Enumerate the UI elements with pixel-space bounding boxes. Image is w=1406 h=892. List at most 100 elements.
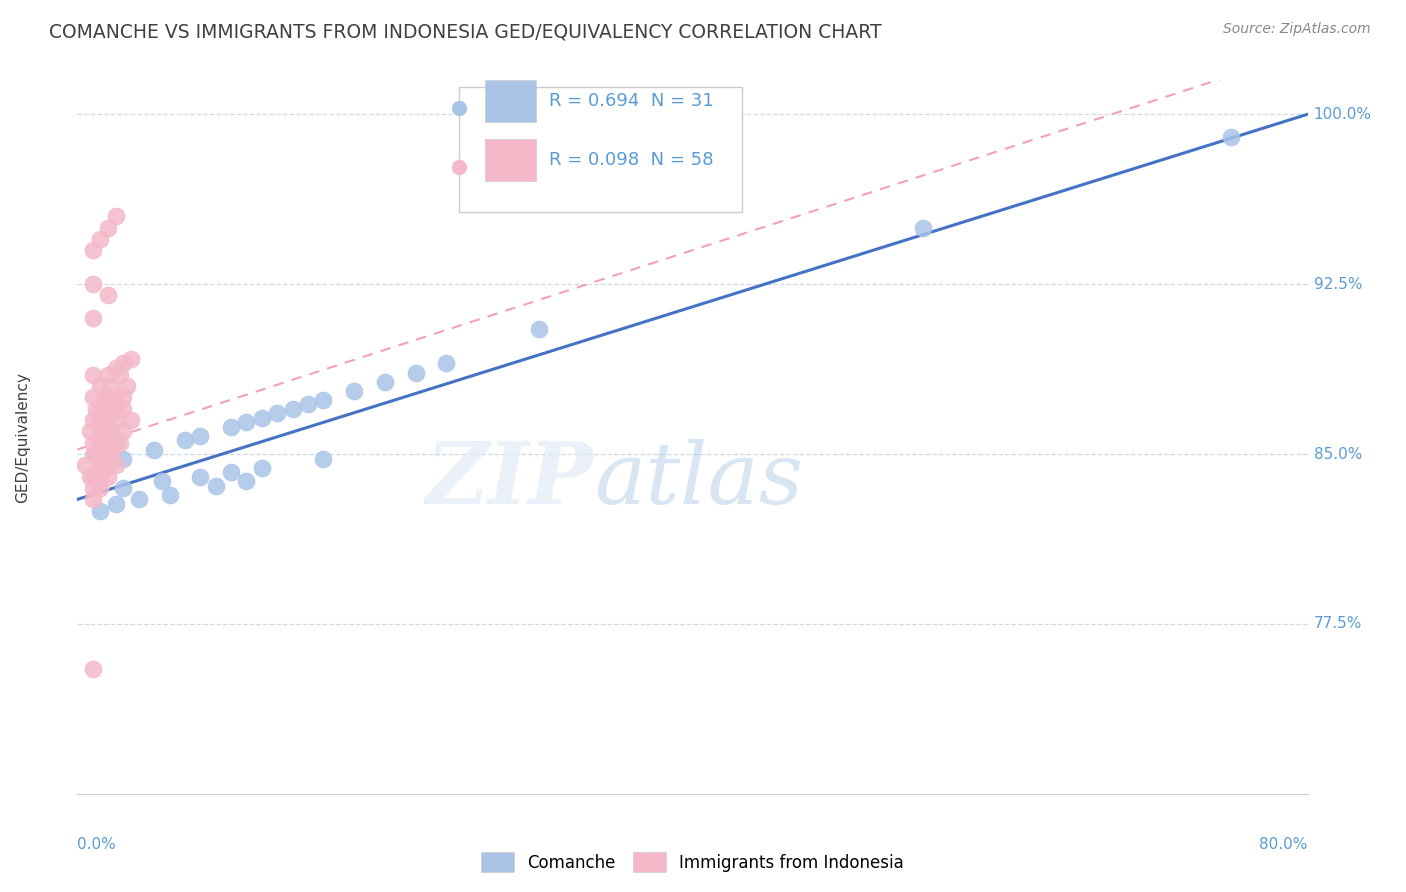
Point bbox=[297, 397, 319, 411]
Point bbox=[219, 465, 242, 479]
Point bbox=[100, 425, 122, 439]
Point bbox=[128, 492, 150, 507]
Point bbox=[97, 220, 120, 235]
Point bbox=[312, 392, 335, 407]
Point bbox=[112, 451, 135, 466]
Point bbox=[527, 322, 550, 336]
Text: 92.5%: 92.5% bbox=[1313, 277, 1362, 292]
Point bbox=[84, 447, 107, 461]
FancyBboxPatch shape bbox=[458, 87, 742, 212]
Point bbox=[250, 460, 273, 475]
Point bbox=[89, 435, 111, 450]
Text: 80.0%: 80.0% bbox=[1260, 837, 1308, 852]
Point bbox=[235, 415, 257, 429]
Point bbox=[312, 451, 335, 466]
Point bbox=[82, 492, 104, 507]
Point bbox=[112, 481, 135, 495]
Point bbox=[112, 401, 135, 416]
FancyBboxPatch shape bbox=[485, 139, 536, 181]
Point bbox=[104, 458, 127, 473]
Point bbox=[82, 469, 104, 483]
Point bbox=[82, 481, 104, 495]
Point bbox=[112, 356, 135, 370]
Text: ZIP: ZIP bbox=[426, 438, 595, 522]
Point bbox=[159, 488, 181, 502]
Point bbox=[82, 413, 104, 427]
Point bbox=[204, 479, 226, 493]
Legend: Comanche, Immigrants from Indonesia: Comanche, Immigrants from Indonesia bbox=[474, 846, 911, 879]
Point bbox=[104, 497, 127, 511]
Point bbox=[89, 458, 111, 473]
Point bbox=[89, 458, 111, 473]
Point bbox=[97, 447, 120, 461]
Point bbox=[97, 391, 120, 405]
Text: 85.0%: 85.0% bbox=[1313, 447, 1362, 461]
Point bbox=[104, 209, 127, 223]
Point bbox=[84, 401, 107, 416]
Point bbox=[104, 391, 127, 405]
Text: R = 0.098  N = 58: R = 0.098 N = 58 bbox=[548, 151, 713, 169]
Point bbox=[343, 384, 366, 398]
Point bbox=[405, 366, 427, 380]
Point bbox=[89, 232, 111, 246]
Point bbox=[266, 406, 288, 420]
Point bbox=[912, 220, 935, 235]
Text: 100.0%: 100.0% bbox=[1313, 107, 1372, 122]
Point bbox=[188, 429, 212, 443]
Point bbox=[79, 425, 101, 439]
Text: 77.5%: 77.5% bbox=[1313, 616, 1362, 632]
Point bbox=[436, 356, 458, 370]
Point bbox=[120, 351, 142, 366]
Point bbox=[104, 361, 127, 376]
Point bbox=[94, 391, 117, 405]
Point bbox=[82, 368, 104, 382]
Point bbox=[97, 425, 120, 439]
Point bbox=[100, 379, 122, 393]
Point bbox=[115, 379, 138, 393]
Point bbox=[104, 401, 127, 416]
Point bbox=[112, 391, 135, 405]
Point bbox=[89, 425, 111, 439]
Point bbox=[73, 458, 96, 473]
Point bbox=[89, 504, 111, 518]
Point bbox=[112, 425, 135, 439]
Point bbox=[97, 288, 120, 302]
Text: GED/Equivalency: GED/Equivalency bbox=[15, 372, 31, 502]
Point bbox=[281, 401, 304, 416]
Point bbox=[110, 435, 132, 450]
Point bbox=[188, 469, 212, 483]
Point bbox=[143, 442, 166, 457]
Point bbox=[104, 435, 127, 450]
Point bbox=[219, 420, 242, 434]
Point bbox=[82, 662, 104, 676]
Point bbox=[104, 413, 127, 427]
Point bbox=[94, 435, 117, 450]
Point bbox=[97, 401, 120, 416]
Text: 0.0%: 0.0% bbox=[77, 837, 117, 852]
Point bbox=[82, 391, 104, 405]
Text: Source: ZipAtlas.com: Source: ZipAtlas.com bbox=[1223, 22, 1371, 37]
Point bbox=[82, 311, 104, 326]
Point bbox=[89, 469, 111, 483]
Point bbox=[89, 413, 111, 427]
Point bbox=[97, 458, 120, 473]
Point bbox=[235, 475, 257, 489]
Point bbox=[89, 401, 111, 416]
Point bbox=[79, 469, 101, 483]
Point bbox=[374, 375, 396, 389]
Text: atlas: atlas bbox=[595, 439, 803, 521]
Point bbox=[174, 434, 197, 448]
Point bbox=[89, 379, 111, 393]
Point bbox=[97, 413, 120, 427]
Point bbox=[97, 368, 120, 382]
FancyBboxPatch shape bbox=[485, 80, 536, 122]
Point bbox=[120, 413, 142, 427]
Point bbox=[82, 447, 104, 461]
Point bbox=[82, 277, 104, 292]
Point bbox=[250, 410, 273, 425]
Point bbox=[97, 469, 120, 483]
Point bbox=[110, 368, 132, 382]
Point bbox=[1219, 129, 1241, 144]
Point bbox=[150, 475, 173, 489]
Point bbox=[82, 435, 104, 450]
